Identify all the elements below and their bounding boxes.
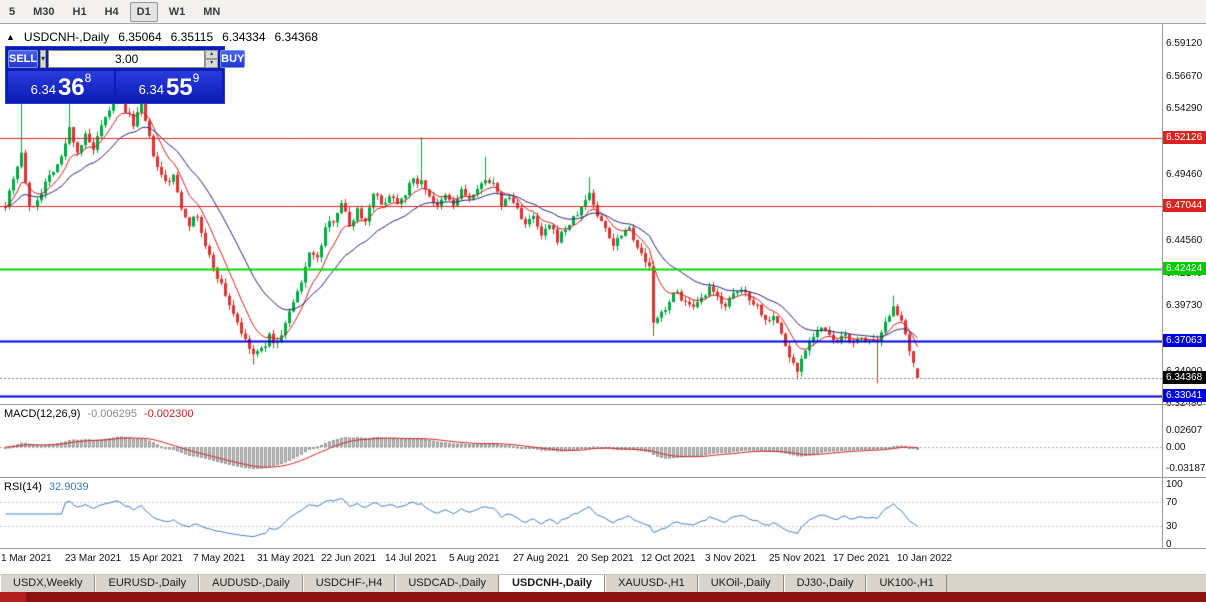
bottom-scrollbar[interactable] <box>0 592 1206 602</box>
timeframe-button-mn[interactable]: MN <box>203 5 221 18</box>
date-label: 22 Jun 2021 <box>321 553 377 564</box>
chart-tab-eurusddaily[interactable]: EURUSD-,Daily <box>95 575 200 592</box>
bid-price-sup: 8 <box>84 71 92 85</box>
chart-tab-dj30daily[interactable]: DJ30-,Daily <box>783 575 867 592</box>
price-tick: 6.49460 <box>1166 168 1203 180</box>
date-label: 7 May 2021 <box>193 553 246 564</box>
price-tick: 6.54290 <box>1166 103 1203 115</box>
date-label: 23 Mar 2021 <box>65 553 122 564</box>
date-label: 27 Aug 2021 <box>513 553 570 564</box>
date-label: 3 Nov 2021 <box>705 553 757 564</box>
price-axis: 6.591206.566706.542906.518706.494606.470… <box>1163 24 1206 550</box>
timeframe-toolbar: 5 M30 H1 H4 D1 W1 MN <box>0 0 1206 24</box>
date-label: 15 Apr 2021 <box>129 553 183 564</box>
rsi-axis-tick: 100 <box>1166 479 1183 490</box>
bid-price-big: 36 <box>57 74 85 101</box>
collapse-arrow-icon[interactable]: ▲ <box>6 32 15 42</box>
chart-tab-usdchfh4[interactable]: USDCHF-,H4 <box>302 575 396 592</box>
axis-separator <box>1162 24 1163 548</box>
price-label-current-bid: 6.34368 <box>1163 370 1206 384</box>
date-label: 14 Jul 2021 <box>385 553 437 564</box>
price-label-support-lower: 6.33041 <box>1163 388 1206 402</box>
sell-button[interactable]: SELL <box>8 50 39 68</box>
macd-canvas[interactable] <box>0 405 1163 477</box>
ask-price-sup: 9 <box>192 71 200 85</box>
date-axis: 1 Mar 2021 23 Mar 2021 15 Apr 2021 7 May 20… <box>0 549 1163 570</box>
date-label: 5 Aug 2021 <box>449 553 500 564</box>
rsi-axis-tick: 30 <box>1166 521 1178 532</box>
date-label: 25 Nov 2021 <box>769 553 826 564</box>
buy-button[interactable]: BUY <box>220 50 246 68</box>
volume-input[interactable] <box>48 50 206 68</box>
timeframe-button-d1[interactable]: D1 <box>129 1 158 22</box>
macd-axis-tick: 0.02607 <box>1166 425 1203 437</box>
price-tick: 6.59120 <box>1166 37 1203 49</box>
price-tick: 6.39730 <box>1166 300 1203 312</box>
date-label: 20 Sep 2021 <box>577 553 634 564</box>
volume-increase-button[interactable]: ▴ <box>205 50 219 59</box>
macd-axis-tick: -0.03187 <box>1166 462 1206 474</box>
pane-separator[interactable] <box>0 477 1206 478</box>
macd-axis-tick: 0.00 <box>1166 442 1186 453</box>
timeframe-button-w1[interactable]: W1 <box>168 5 186 18</box>
pane-separator[interactable] <box>0 404 1206 405</box>
rsi-axis-tick: 0 <box>1166 539 1172 550</box>
price-tick: 6.32480 <box>1166 398 1203 410</box>
timeframe-button-h4[interactable]: H4 <box>104 5 119 18</box>
chart-tab-usdcnhdaily[interactable]: USDCNH-,Daily <box>498 575 606 592</box>
price-label-pivot-green: 6.42424 <box>1163 261 1206 275</box>
chart-tab-audusddaily[interactable]: AUDUSD-,Daily <box>199 575 303 592</box>
chart-tab-ukoildaily[interactable]: UKOil-,Daily <box>697 575 784 592</box>
bid-price-prefix: 6.34 <box>30 82 56 97</box>
date-label: 31 May 2021 <box>257 553 315 564</box>
rsi-label: RSI(14) 32.9039 <box>4 481 89 493</box>
volume-dropdown-button[interactable]: ▾ <box>40 50 47 68</box>
date-label: 12 Oct 2021 <box>641 553 696 564</box>
chart-tab-usdcaddaily[interactable]: USDCAD-,Daily <box>395 575 499 592</box>
ask-price-button[interactable]: 6.34 55 9 <box>116 71 222 101</box>
rsi-canvas[interactable] <box>0 478 1163 547</box>
chart-symbol-label: USDCNH-,Daily <box>23 30 110 44</box>
ohlc-close: 6.34368 <box>274 30 318 44</box>
macd-name: MACD(12,26,9) <box>4 408 81 420</box>
chart-tabs-bar: USDX,Weekly EURUSD-,Daily AUDUSD-,Daily USD… <box>0 574 1206 592</box>
date-label: 10 Jan 2022 <box>897 553 953 564</box>
ask-price-big: 55 <box>165 74 193 101</box>
ask-price-prefix: 6.34 <box>138 82 164 97</box>
pane-separator <box>0 548 1206 549</box>
ohlc-open: 6.35064 <box>118 30 162 44</box>
volume-stepper: ▴ ▾ <box>205 50 219 68</box>
rsi-axis-tick: 70 <box>1166 497 1178 508</box>
chart-tab-xauusdh1[interactable]: XAUUSD-,H1 <box>605 575 698 592</box>
ohlc-low: 6.34334 <box>222 30 266 44</box>
price-tick: 6.56670 <box>1166 71 1203 83</box>
timeframe-button-5[interactable]: 5 <box>9 5 16 18</box>
rsi-name: RSI(14) <box>4 481 42 493</box>
ohlc-high: 6.35115 <box>170 30 214 44</box>
macd-label: MACD(12,26,9) -0.006295 -0.002300 <box>4 408 194 420</box>
chart-tab-usdxweekly[interactable]: USDX,Weekly <box>0 575 96 592</box>
macd-signal-value: -0.002300 <box>143 408 194 420</box>
date-label: 1 Mar 2021 <box>1 553 52 564</box>
scrollbar-thumb[interactable] <box>0 592 26 602</box>
timeframe-button-m30[interactable]: M30 <box>33 5 55 18</box>
chevron-down-icon: ▾ <box>41 54 46 63</box>
price-label-support-upper: 6.37063 <box>1163 334 1206 348</box>
price-tick: 6.44560 <box>1166 234 1203 246</box>
date-label: 17 Dec 2021 <box>833 553 890 564</box>
macd-value: -0.006295 <box>87 408 137 420</box>
timeframe-button-h1[interactable]: H1 <box>72 5 87 18</box>
price-label-resistance-lower: 6.47044 <box>1163 199 1206 213</box>
chart-title: ▲ USDCNH-,Daily 6.35064 6.35115 6.34334 … <box>6 30 318 44</box>
bid-price-button[interactable]: 6.34 36 8 <box>8 71 114 101</box>
chart-tab-uk100h1[interactable]: UK100-,H1 <box>866 575 947 592</box>
price-label-resistance-upper: 6.52126 <box>1163 130 1206 144</box>
volume-decrease-button[interactable]: ▾ <box>205 59 219 68</box>
rsi-value: 32.9039 <box>48 481 89 493</box>
